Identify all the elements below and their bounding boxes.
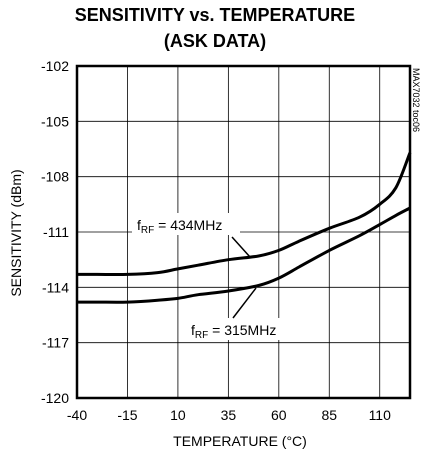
- x-tick-label: 110: [369, 407, 392, 423]
- x-tick-labels: -40 -15 10 35 60 85 110: [67, 407, 391, 423]
- x-tick-label: 60: [271, 407, 287, 423]
- series-line-434mhz: [77, 152, 412, 277]
- x-axis-label: TEMPERATURE (°C): [173, 433, 307, 449]
- series-line-315mhz: [76, 206, 411, 304]
- y-tick-label: -108: [41, 169, 69, 185]
- plot-frame: [75, 64, 412, 400]
- x-tick-label: 85: [321, 407, 337, 423]
- grid-lines: [76, 65, 410, 399]
- y-tick-label: -120: [41, 390, 69, 406]
- y-tick-label: -117: [42, 335, 69, 351]
- y-tick-label: -105: [41, 113, 69, 129]
- y-tick-labels: -102 -105 -108 -111 -114 -117 -120: [41, 58, 69, 406]
- x-tick-label: 10: [170, 407, 186, 423]
- y-tick-label: -102: [41, 58, 69, 74]
- annotation-434-bg: [132, 213, 240, 235]
- x-tick-label: -40: [67, 407, 87, 423]
- annotation-434mhz-leader: [231, 236, 251, 258]
- y-axis-label: SENSITIVITY (dBm): [8, 169, 24, 296]
- data-series: [76, 152, 412, 304]
- annotation-315-bg: [187, 318, 291, 340]
- watermark: MAX7032 toc06: [411, 68, 421, 132]
- annotation-434mhz-label: fRF = 434MHz: [137, 217, 222, 236]
- y-tick-label: -111: [43, 224, 69, 240]
- x-tick-label: -15: [117, 407, 137, 423]
- x-tick-label: 35: [221, 407, 237, 423]
- chart-title: SENSITIVITY vs. TEMPERATURE: [75, 5, 355, 25]
- y-tick-label: -114: [42, 279, 69, 295]
- chart-subtitle: (ASK DATA): [164, 31, 266, 51]
- annotation-315mhz-label: fRF = 315MHz: [191, 322, 276, 341]
- annotation-315mhz-leader: [232, 287, 257, 319]
